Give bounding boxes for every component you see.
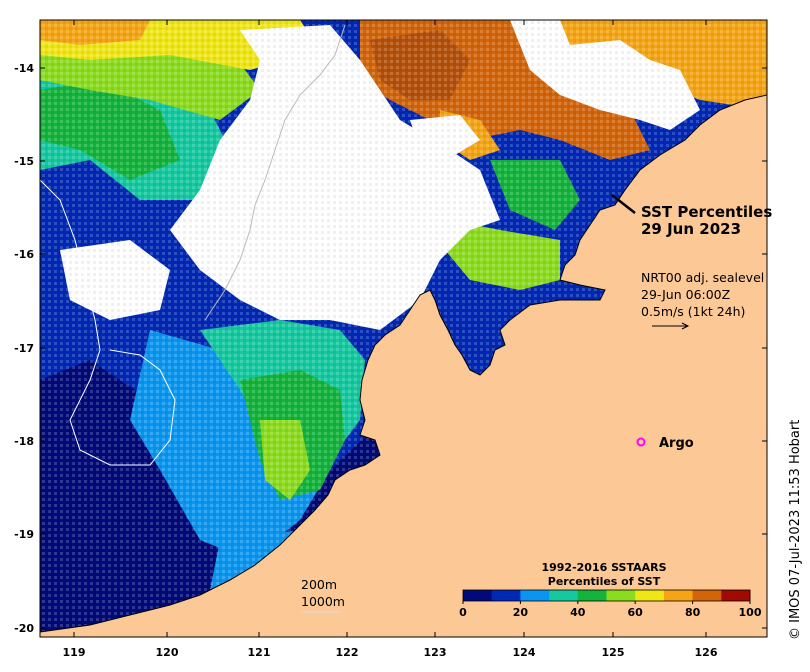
argo-marker-icon	[636, 437, 646, 447]
y-tick-label: -20	[14, 622, 34, 635]
credit-text: © IMOS 07-Jul-2023 11:53 Hobart	[788, 420, 803, 640]
x-tick-label: 123	[424, 646, 447, 659]
x-axis: 119 120 121 122 123 124 125 126	[63, 20, 718, 659]
colorbar-title-line2: Percentiles of SST	[548, 575, 661, 588]
contour-legend-200m: 200m	[301, 577, 337, 592]
x-tick-label: 122	[336, 646, 359, 659]
colorbar-swatch	[663, 590, 694, 601]
x-tick-label: 125	[602, 646, 625, 659]
colorbar-tick-label: 80	[685, 606, 701, 619]
colorbar-tick-label: 60	[628, 606, 644, 619]
colorbar-swatch	[577, 590, 607, 601]
y-tick-label: -16	[14, 248, 34, 261]
x-tick-label: 124	[513, 646, 536, 659]
x-tick-label: 126	[695, 646, 718, 659]
colorbar-tick-label: 100	[739, 606, 762, 619]
contour-legend-1000m: 1000m	[301, 594, 345, 609]
y-tick-label: -19	[14, 528, 34, 541]
current-info-line1: NRT00 adj. sealevel	[641, 270, 764, 285]
argo-label: Argo	[659, 436, 694, 451]
colorbar-swatch	[635, 590, 665, 601]
title-pointer-line	[611, 194, 636, 214]
colorbar: 1992-2016 SSTAARS Percentiles of SST 0 20…	[459, 561, 762, 619]
y-tick-label: -14	[14, 62, 34, 75]
y-tick-label: -17	[14, 342, 34, 355]
map-plot-area	[40, 20, 767, 637]
colorbar-swatch	[549, 590, 579, 601]
current-info-line2: 29-Jun 06:00Z	[641, 287, 730, 302]
y-tick-label: -18	[14, 435, 34, 448]
colorbar-tick-label: 40	[570, 606, 586, 619]
colorbar-frame	[462, 589, 751, 602]
contour-200m	[204, 24, 346, 321]
y-tick-label: -15	[14, 155, 34, 168]
colorbar-swatch	[520, 590, 550, 601]
colorbar-swatch	[692, 590, 722, 601]
plot-frame	[39, 19, 768, 638]
colorbar-swatch	[491, 590, 521, 601]
current-info-line3: 0.5m/s (1kt 24h)	[641, 304, 745, 319]
x-tick-label: 121	[248, 646, 271, 659]
bathymetry-contours	[40, 24, 346, 466]
contour-1000m	[40, 179, 176, 466]
colorbar-title-line1: 1992-2016 SSTAARS	[541, 561, 666, 574]
colorbar-swatch	[606, 590, 636, 601]
colorbar-swatch	[721, 590, 751, 601]
colorbar-tick-label: 20	[513, 606, 529, 619]
x-tick-label: 120	[156, 646, 179, 659]
current-scale-arrow-icon	[652, 322, 690, 330]
colorbar-swatch	[463, 590, 493, 601]
land-mass	[40, 94, 767, 637]
colorbar-ticks: 0 20 40 60 80 100	[459, 601, 762, 619]
map-title-line2: 29 Jun 2023	[641, 220, 741, 238]
x-tick-label: 119	[63, 646, 86, 659]
map-title-line1: SST Percentiles	[641, 203, 772, 221]
y-axis: -14 -15 -16 -17 -18 -19 -20	[14, 62, 767, 635]
colorbar-swatches	[462, 589, 751, 602]
colorbar-tick-label: 0	[459, 606, 467, 619]
